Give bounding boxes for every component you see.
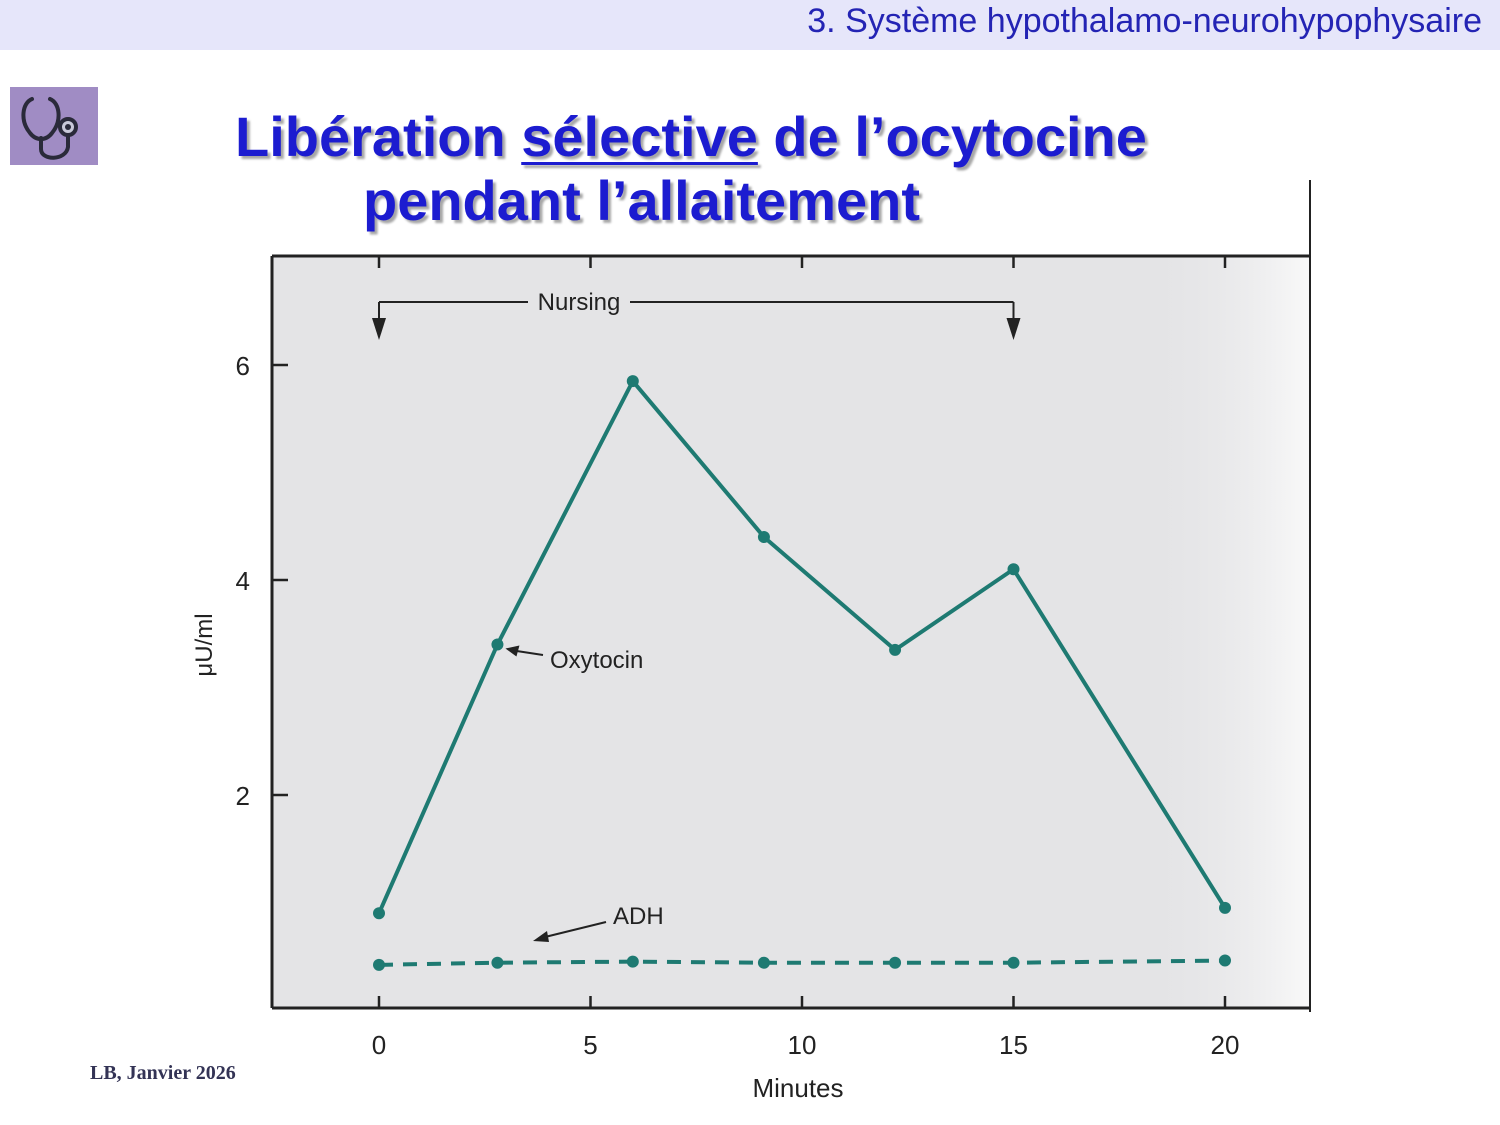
- footer-credit: LB, Janvier 2026: [90, 1062, 236, 1084]
- oxytocin-data-point: [889, 643, 902, 656]
- x-tick-label: 0: [372, 1030, 386, 1060]
- adh-data-point: [889, 956, 902, 969]
- y-tick-label: 4: [236, 566, 250, 596]
- adh-data-point: [491, 956, 504, 969]
- adh-data-point: [1007, 956, 1020, 969]
- oxytocin-pointer-line: [513, 649, 544, 656]
- title-part-2: de l’ocytocine: [757, 105, 1147, 168]
- oxytocin-data-point: [1219, 901, 1231, 914]
- oxytocin-data-point: [373, 907, 385, 920]
- adh-data-point: [626, 955, 639, 968]
- x-tick-label: 5: [583, 1030, 597, 1060]
- section-title: 3. Système hypothalamo-neurohypophysaire: [807, 2, 1482, 40]
- adh-data-point: [757, 956, 770, 969]
- adh-data-point: [1219, 954, 1231, 967]
- x-tick-label: 15: [999, 1030, 1028, 1060]
- nursing-start-arrow: [372, 318, 386, 340]
- title-part-1: Libération: [235, 105, 522, 168]
- y-tick-label: 2: [236, 781, 250, 811]
- y-tick-label: 6: [236, 351, 250, 381]
- oxytocin-data-point: [626, 375, 639, 388]
- plot-background: [272, 256, 1310, 1008]
- slide-title-line-1: Libération sélective de l’ocytocine: [235, 104, 1147, 169]
- adh-data-point: [373, 958, 385, 971]
- header-bar: 3. Système hypothalamo-neurohypophysaire: [0, 0, 1500, 50]
- stethoscope-icon: [10, 87, 98, 165]
- slide-title-line-2: pendant l’allaitement: [363, 169, 920, 232]
- adh-pointer-line: [544, 921, 607, 938]
- nursing-label: Nursing: [538, 289, 621, 316]
- title-emphasis: sélective: [521, 105, 758, 168]
- plot-edge-fade: [1150, 256, 1310, 1008]
- adh-pointer-arrow: [533, 931, 549, 942]
- adh-label: ADH: [613, 903, 664, 930]
- oxytocin-label: Oxytocin: [550, 647, 643, 674]
- oxytocin-data-point: [491, 638, 504, 651]
- y-axis-title: μU/ml: [191, 613, 218, 676]
- oxytocin-data-point: [757, 531, 770, 543]
- oxytocin-pointer-arrow: [505, 645, 520, 657]
- nursing-end-arrow: [1006, 318, 1021, 340]
- x-axis-title: Minutes: [752, 1073, 843, 1103]
- x-tick-label: 10: [788, 1030, 817, 1060]
- x-tick-label: 20: [1211, 1030, 1240, 1060]
- oxytocin-data-point: [1007, 563, 1020, 576]
